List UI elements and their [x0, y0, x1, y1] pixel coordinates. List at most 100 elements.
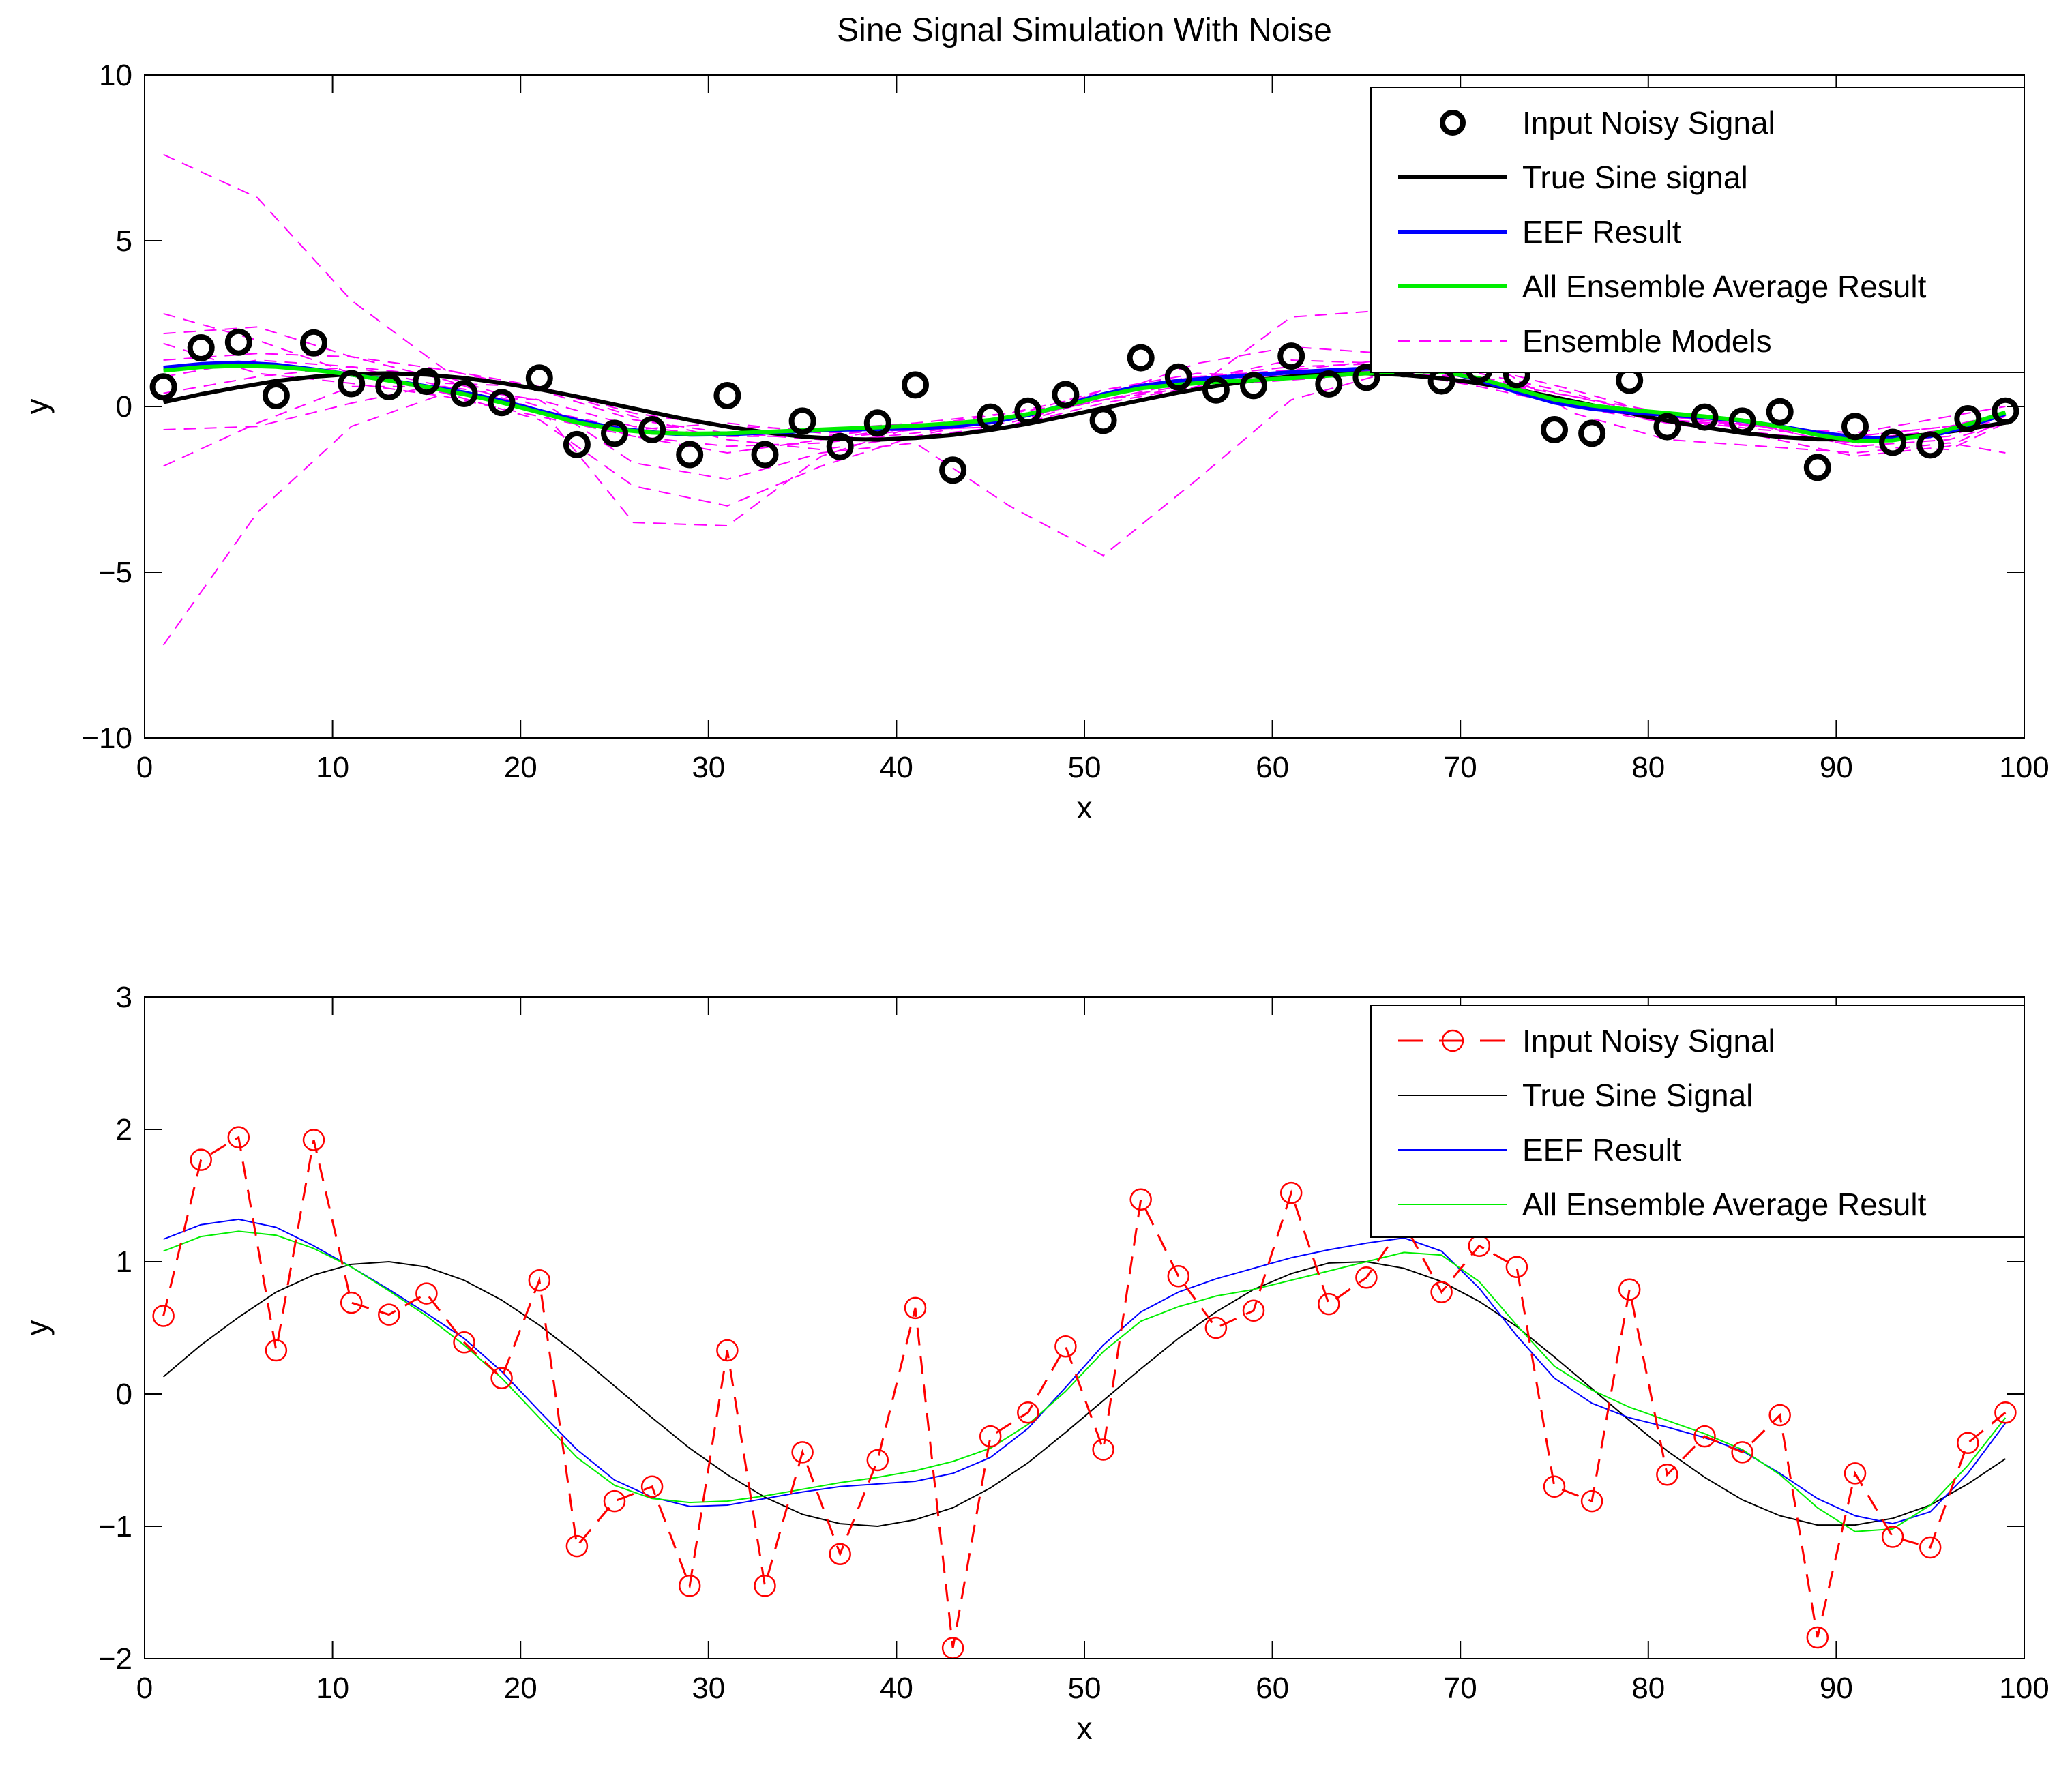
noisy-signal-point — [1841, 413, 1869, 441]
noisy-signal-point — [415, 1282, 438, 1305]
noisy-signal-point — [1054, 1335, 1077, 1358]
plot-area — [152, 1126, 2017, 1659]
noisy-signal-point — [1731, 1441, 1753, 1464]
y-tick-label: 10 — [99, 59, 132, 92]
noisy-signal-point — [1844, 1462, 1867, 1485]
noisy-signal-point — [1954, 405, 1982, 432]
legend-marker-noisy — [1441, 1029, 1464, 1052]
x-tick-label: 90 — [1820, 1672, 1853, 1705]
noisy-signal-point — [826, 432, 854, 460]
noisy-signal-point — [563, 430, 591, 458]
top-chart: 0 10 20 30 40 50 60 70 80 90 100 −10 −5 0 5 10 x y Input N… — [19, 59, 2049, 825]
noisy-signal-point — [788, 407, 816, 435]
noisy-signal-point — [1014, 397, 1042, 425]
y-tick-label: 2 — [116, 1113, 132, 1146]
x-tick-label: 30 — [692, 751, 725, 784]
noisy-signal-point — [565, 1534, 589, 1558]
noisy-signal-point — [866, 1449, 889, 1472]
legend-label: Ensemble Models — [1522, 323, 1772, 359]
legend-label: True Sine signal — [1522, 160, 1748, 195]
noisy-signal-point — [902, 371, 929, 399]
y-tick-label: −2 — [98, 1642, 132, 1676]
y-tick-label: −1 — [98, 1510, 132, 1543]
x-tick-label: 20 — [504, 751, 537, 784]
noisy-signal-point — [713, 382, 741, 409]
legend-marker-noisy — [1440, 110, 1466, 136]
noisy-signal-point — [1315, 370, 1343, 398]
y-tick-label: −10 — [81, 722, 132, 755]
noisy-signal-point — [528, 1269, 551, 1292]
x-tick-label: 90 — [1820, 751, 1853, 784]
x-tick-label: 100 — [1999, 1672, 2049, 1705]
noisy-signal-point — [1806, 1626, 1829, 1649]
x-tick-label: 10 — [316, 1672, 349, 1705]
x-tick-label: 80 — [1631, 751, 1665, 784]
noisy-signal-point — [149, 373, 177, 401]
noisy-signal-point — [939, 456, 967, 484]
legend: Input Noisy Signal True Sine Signal EEF Re… — [1370, 1005, 2025, 1238]
noisy-signal-point — [190, 1148, 212, 1171]
noisy-signal-point — [1204, 1316, 1228, 1339]
legend-label: EEF Result — [1522, 1132, 1681, 1168]
legend-label: Input Noisy Signal — [1522, 1023, 1775, 1058]
noisy-signal-point — [338, 370, 366, 398]
noisy-signal-point — [1957, 1432, 1979, 1455]
noisy-signal-point — [1279, 1181, 1303, 1204]
noisy-signal-point — [302, 1129, 325, 1151]
x-axis-label: x — [1077, 1710, 1093, 1746]
noisy-signal-point — [1580, 1489, 1603, 1513]
noisy-signal-point — [1543, 1475, 1566, 1498]
noisy-signal-point — [1052, 381, 1080, 409]
noisy-signal-point — [1202, 376, 1230, 404]
noisy-signal-point — [1541, 416, 1568, 443]
noisy-signal-point — [1653, 413, 1681, 441]
noisy-signal-point — [1242, 1299, 1265, 1322]
noisy-signal-point — [1803, 454, 1831, 481]
noisy-signal-point — [829, 1543, 851, 1565]
noisy-signal-point — [640, 1475, 664, 1498]
noisy-signal-point — [1766, 398, 1794, 426]
noisy-signal-point — [863, 409, 891, 437]
noisy-signal-point — [300, 329, 327, 357]
noisy-signal-point — [453, 1331, 475, 1354]
noisy-signal-point — [413, 368, 441, 396]
noisy-signal-line — [162, 1136, 2007, 1648]
noisy-signal-point — [1277, 342, 1305, 370]
noisy-signal-point — [1164, 363, 1192, 391]
noisy-signal-point — [1318, 1292, 1340, 1316]
noisy-signal-point — [490, 1367, 513, 1389]
noisy-signal-point — [262, 382, 290, 409]
y-tick-label: 0 — [116, 1378, 132, 1411]
top-chart-title: Sine Signal Simulation With Noise — [837, 12, 1332, 48]
noisy-signal-point — [904, 1296, 927, 1320]
noisy-signal-point — [791, 1441, 814, 1464]
noisy-signal-point — [754, 1575, 776, 1597]
y-tick-label: 0 — [116, 390, 132, 424]
eef-result-line — [163, 1218, 2007, 1525]
noisy-signal-point — [676, 441, 704, 469]
noisy-signal-point — [716, 1339, 739, 1362]
noisy-signal-point — [227, 1126, 250, 1148]
noisy-signal-point — [525, 364, 553, 392]
noisy-signal-point — [450, 380, 478, 407]
plot-area — [149, 153, 2019, 646]
noisy-signal-point — [1693, 1425, 1716, 1448]
noisy-signal-point — [1240, 372, 1267, 400]
x-tick-label: 80 — [1631, 1672, 1665, 1705]
noisy-signal-point — [979, 1425, 1002, 1448]
noisy-signal-point — [1916, 431, 1944, 459]
y-tick-label: 1 — [116, 1245, 132, 1279]
noisy-signal-point — [265, 1339, 288, 1362]
x-tick-label: 70 — [1444, 1672, 1477, 1705]
noisy-signal-point — [1505, 1256, 1528, 1279]
noisy-signal-point — [1992, 397, 2019, 425]
ensemble-model-line-7 — [163, 310, 2006, 454]
y-tick-label: 5 — [116, 224, 132, 258]
noisy-signal-point — [1355, 1266, 1378, 1289]
x-tick-label: 10 — [316, 751, 349, 784]
noisy-signal-point — [1092, 1438, 1114, 1461]
legend-label: Input Noisy Signal — [1522, 105, 1775, 140]
noisy-signal-point — [488, 389, 516, 417]
bottom-chart: 0 10 20 30 40 50 60 70 80 90 100 −2 −1 0 1 2 3 x y Input No… — [19, 981, 2049, 1746]
noisy-signal-point — [638, 416, 666, 443]
